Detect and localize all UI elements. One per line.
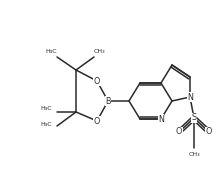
Text: O: O bbox=[176, 128, 182, 137]
Text: O: O bbox=[206, 128, 212, 137]
Text: CH₃: CH₃ bbox=[188, 152, 200, 157]
Text: CH₃: CH₃ bbox=[94, 49, 106, 54]
Text: S: S bbox=[191, 114, 197, 123]
Text: H₃C: H₃C bbox=[40, 107, 52, 112]
Text: N: N bbox=[158, 114, 164, 123]
Text: O: O bbox=[94, 116, 100, 125]
Text: O: O bbox=[94, 77, 100, 86]
Text: H₃C: H₃C bbox=[40, 121, 52, 127]
Text: H₃C: H₃C bbox=[45, 49, 57, 54]
Text: B: B bbox=[105, 96, 111, 105]
Text: N: N bbox=[187, 93, 193, 102]
